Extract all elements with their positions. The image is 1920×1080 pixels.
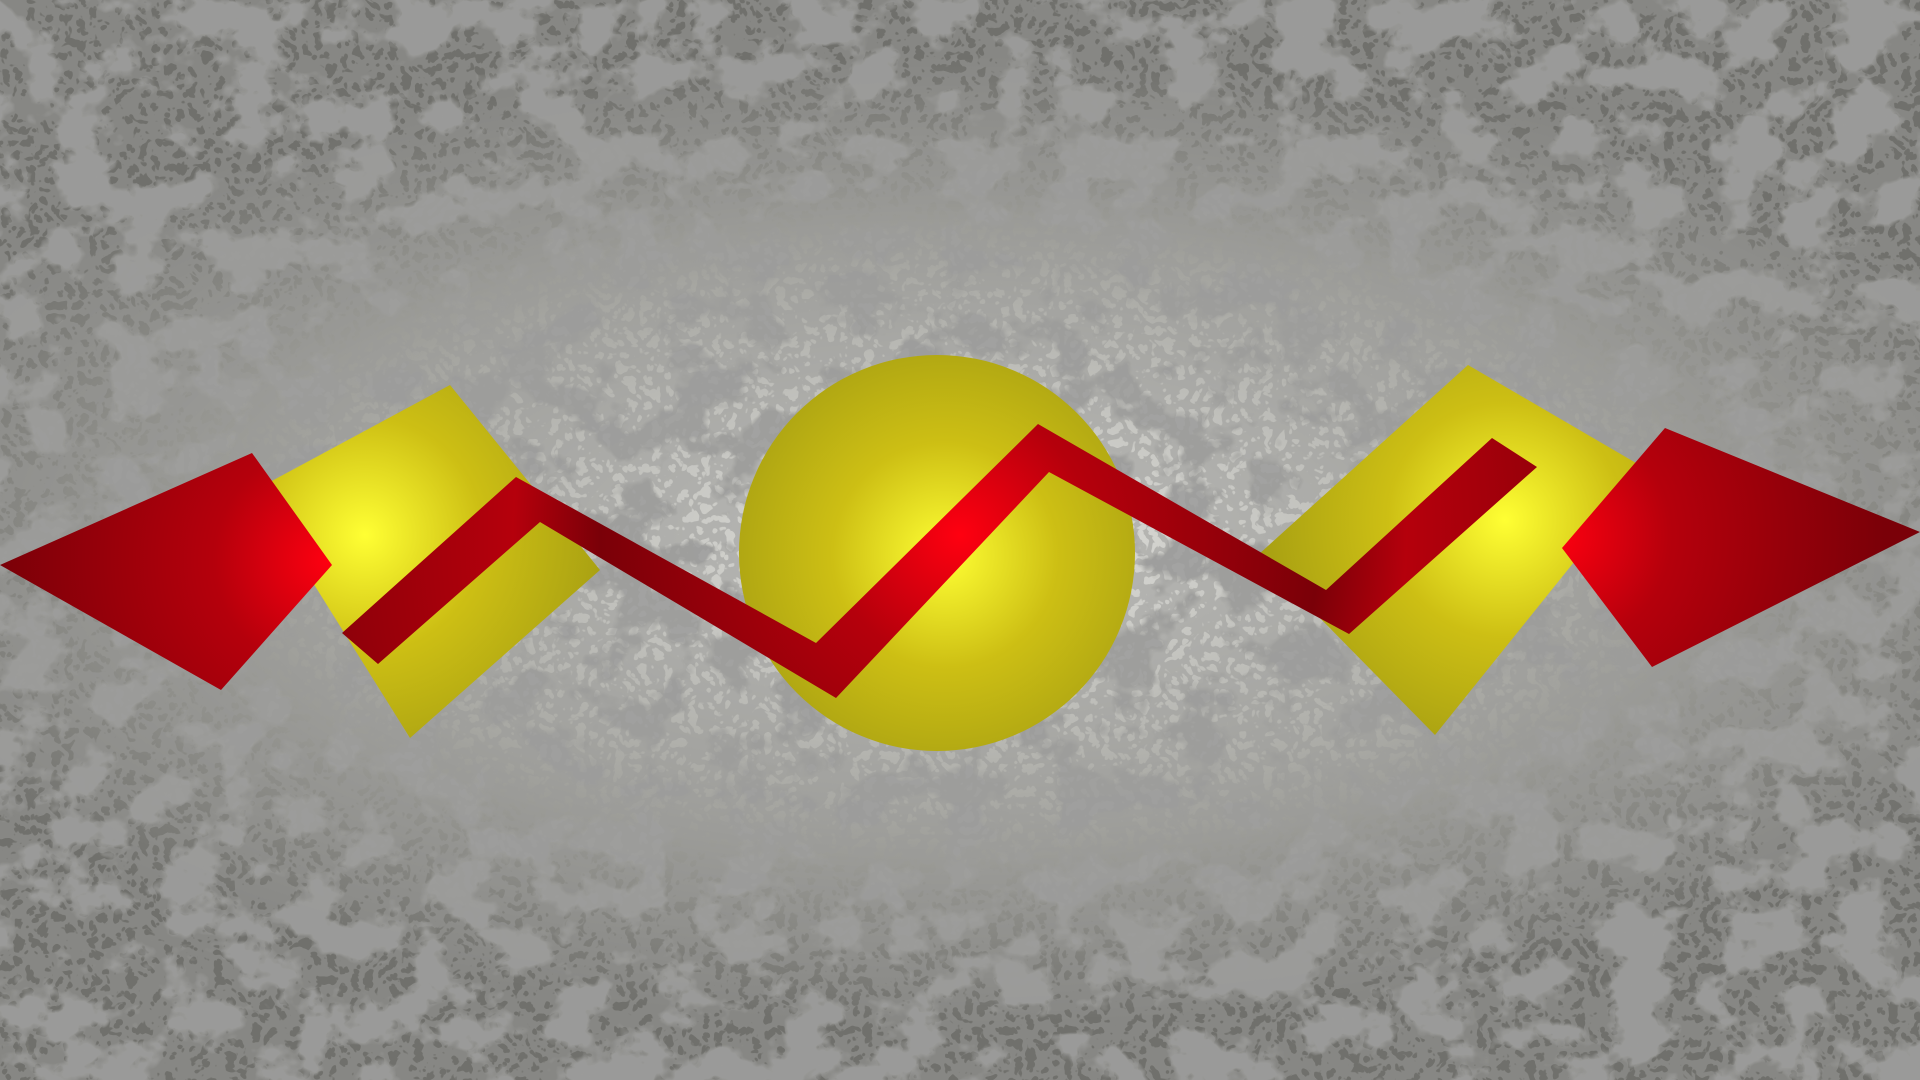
zigzag-line-icon (342, 424, 1537, 698)
right-diamond-arrowhead-icon (1562, 428, 1920, 667)
tilted-yellow-square-icon (1258, 365, 1648, 735)
left-diamond-arrowhead-icon (0, 453, 332, 690)
